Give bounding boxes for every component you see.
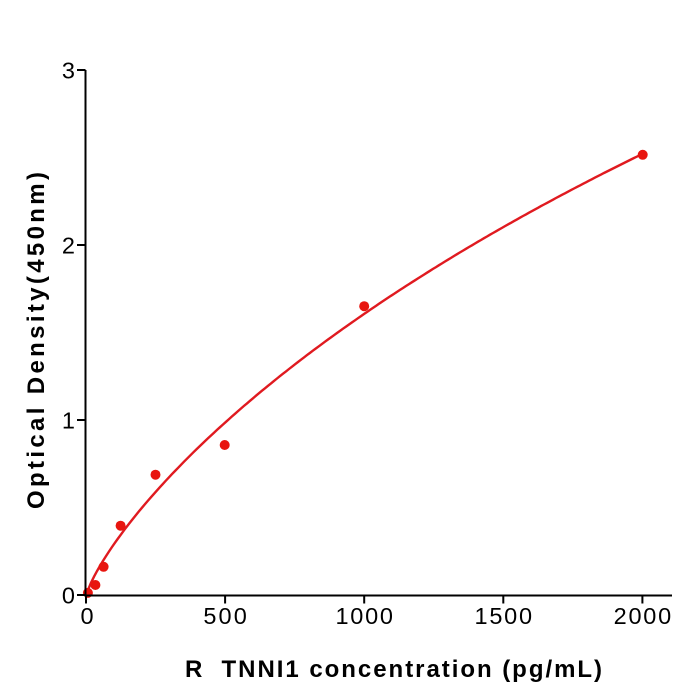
svg-text:Optical Density(450nm): Optical Density(450nm) — [23, 172, 50, 509]
svg-text:500: 500 — [203, 603, 247, 629]
svg-text:R TNNI1 concentration (pg/mL): R TNNI1 concentration (pg/mL) — [185, 656, 602, 683]
svg-text:0: 0 — [80, 603, 93, 629]
svg-text:1500: 1500 — [475, 603, 533, 629]
svg-text:3: 3 — [62, 58, 75, 84]
svg-text:2000: 2000 — [614, 603, 672, 629]
svg-text:1: 1 — [62, 408, 75, 434]
svg-text:1000: 1000 — [335, 603, 393, 629]
svg-text:0: 0 — [62, 583, 75, 609]
svg-text:2: 2 — [62, 233, 75, 259]
